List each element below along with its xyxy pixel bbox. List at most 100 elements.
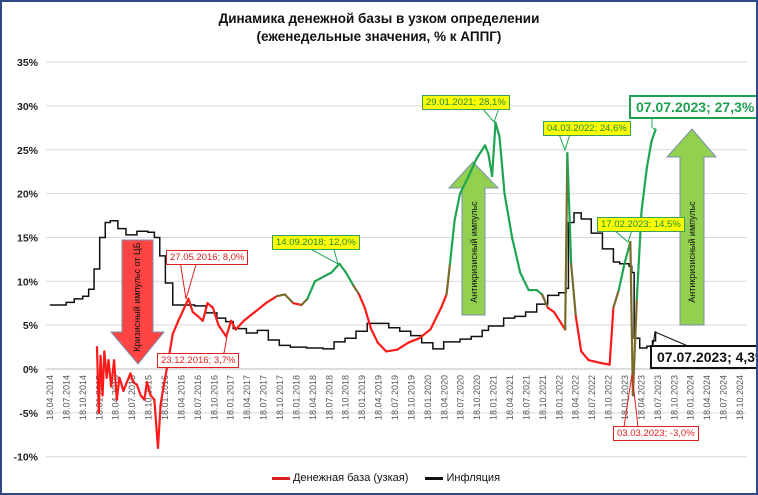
annotation-07-07-2023-money-base: 07.07.2023; 27,3% [629, 95, 756, 119]
money-base-segment [352, 284, 361, 296]
money-base-segment [330, 262, 341, 274]
annotation-14-09-2018: 14.09.2018; 12,0% [272, 235, 360, 250]
money-base-segment [519, 271, 530, 292]
x-tick-label: 18.01.2023 [620, 375, 630, 420]
money-base-segment [629, 240, 634, 397]
x-tick-label: 18.07.2016 [193, 375, 203, 420]
x-tick-label: 18.04.2018 [308, 375, 318, 420]
money-base-segment [448, 218, 456, 265]
leader-lines [179, 107, 696, 428]
x-tick-label: 18.10.2023 [669, 375, 679, 420]
money-base-segment [429, 306, 443, 331]
x-tick-label: 18.10.2015 [144, 375, 154, 420]
x-tick-label: 18.07.2015 [127, 375, 137, 420]
x-tick-label: 18.01.2019 [357, 375, 367, 420]
money-base-segment [225, 319, 233, 338]
money-base-segment [491, 121, 497, 178]
x-tick-label: 18.01.2022 [554, 375, 564, 420]
money-base-segment [385, 348, 399, 353]
money-base-segment [535, 288, 544, 296]
y-tick-label: 5% [23, 320, 39, 332]
money-base-segment [206, 302, 214, 309]
chart-subtitle: (еженедельные значения, % к АППГ) [256, 29, 502, 44]
x-tick-label: 18.04.2023 [636, 375, 646, 420]
anticrisis-arrow-2-label: Антикризисный импульс [687, 201, 697, 303]
chart-title-block: Динамика денежной базы в узком определен… [2, 10, 756, 46]
x-tick-label: 18.04.2021 [505, 375, 515, 420]
anticrisis-arrow-2 [665, 128, 718, 326]
legend-label-money-base: Денежная база (узкая) [292, 472, 409, 484]
money-base-segment [115, 376, 121, 401]
money-base-segment [242, 310, 256, 322]
money-base-segment [475, 144, 487, 160]
money-base-segment [177, 297, 190, 322]
x-tick-label: 18.01.2020 [423, 375, 433, 420]
annotation-03-03-2023: 03.03.2023; -3,0% [613, 426, 699, 441]
money-base-segment [112, 359, 118, 401]
anticrisis-arrow-1 [447, 161, 500, 316]
money-base-segment [498, 135, 506, 195]
chart-title: Динамика денежной базы в узком определен… [218, 11, 540, 26]
money-base-segment [453, 192, 462, 222]
x-tick-label: 18.10.2017 [275, 375, 285, 420]
money-base-segment [253, 302, 267, 314]
x-tick-label: 18.10.2021 [538, 375, 548, 420]
money-base-segment [617, 262, 626, 292]
legend-swatch-money-base [271, 476, 290, 480]
y-tick-label: 15% [17, 232, 39, 244]
money-base-segment [418, 328, 432, 340]
money-base-segment [159, 385, 165, 406]
x-tick-label: 18.07.2014 [61, 375, 71, 420]
money-base-segment [187, 297, 194, 314]
money-base-segment [612, 288, 620, 309]
y-tick-label: 20% [17, 189, 39, 201]
money-base-segment [283, 293, 295, 305]
money-base-segment [171, 319, 180, 336]
x-tick-label: 18.01.2024 [686, 375, 696, 420]
annotation-23-12-2016: 23.12.2016; 3,7% [157, 353, 240, 368]
crisis-arrow [109, 239, 166, 365]
y-tick-label: -10% [13, 452, 38, 464]
money-base-segment [363, 306, 373, 331]
x-tick-label: 18.04.2017 [242, 375, 252, 420]
x-tick-label: 18.10.2018 [341, 375, 351, 420]
money-base-segment [357, 293, 366, 309]
money-base-segment [396, 341, 410, 351]
money-base-segment [135, 383, 142, 397]
money-base-segment [275, 293, 286, 298]
money-base-segment [264, 295, 278, 305]
x-tick-label: 18.10.2016 [209, 375, 219, 420]
x-tick-label: 18.10.2022 [604, 375, 614, 420]
money-base-segment [338, 262, 348, 274]
money-base-segment [162, 363, 169, 388]
annotation-29-01-2021: 29.01.2021; 28,1% [422, 95, 510, 110]
x-tick-label: 18.10.2024 [735, 375, 745, 420]
money-base-segment [370, 328, 379, 344]
x-tick-label: 18.10.2020 [472, 375, 482, 420]
legend-label-inflation: Инфляция [446, 472, 501, 484]
x-tick-label: 18.01.2021 [489, 375, 499, 420]
x-tick-label: 18.01.2018 [291, 375, 301, 420]
money-base-segment [407, 337, 421, 344]
x-tick-label: 18.04.2020 [439, 375, 449, 420]
money-base-segment [122, 381, 128, 393]
money-base-segment [211, 306, 220, 327]
x-tick-label: 18.01.2016 [160, 375, 170, 420]
money-base-segment [574, 315, 583, 353]
money-base-segment [306, 280, 317, 300]
y-tick-label: 35% [17, 57, 39, 69]
money-base-segment [217, 324, 228, 338]
legend-swatch-inflation [425, 476, 444, 480]
money-base-segment [313, 275, 325, 283]
money-base-segment [321, 271, 333, 279]
money-base-segment [503, 192, 514, 239]
x-tick-label: 18.04.2022 [571, 375, 581, 420]
money-base-segment [598, 361, 611, 366]
x-tick-label: 18.01.2017 [226, 375, 236, 420]
money-base-segment [145, 381, 152, 397]
money-base-segment [608, 306, 615, 366]
money-base-segment [566, 152, 573, 265]
money-base-segment [631, 297, 638, 397]
x-tick-label: 18.07.2018 [324, 375, 334, 420]
